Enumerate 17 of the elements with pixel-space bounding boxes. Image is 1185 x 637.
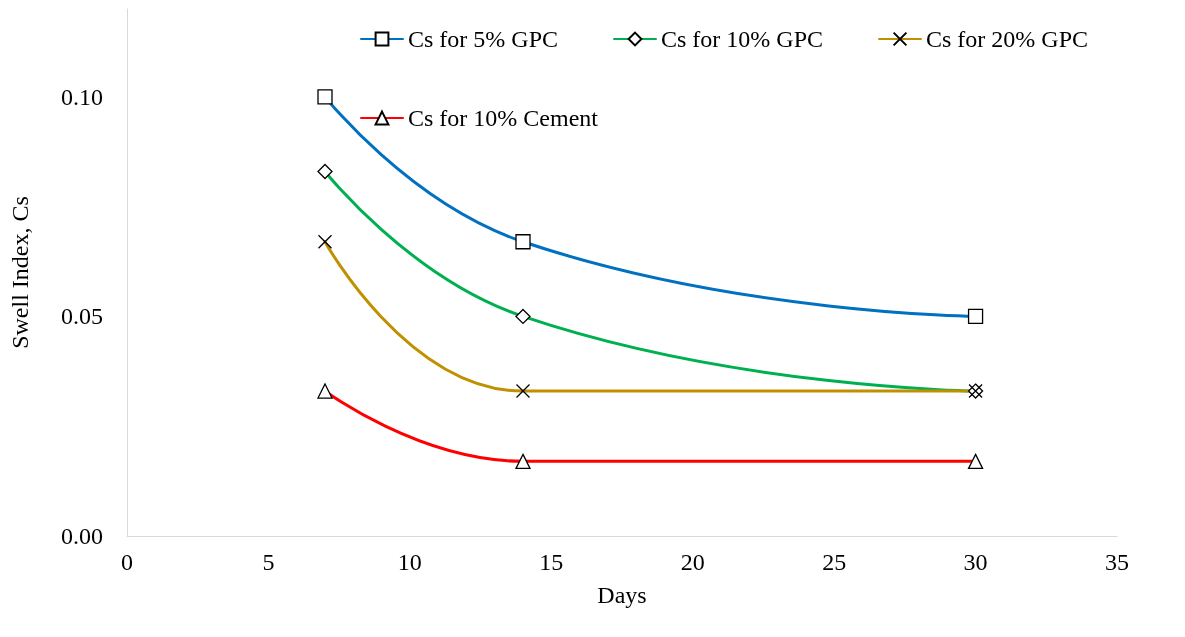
legend-label: Cs for 20% GPC bbox=[926, 26, 1089, 52]
x-tick-label: 10 bbox=[397, 549, 422, 575]
y-tick-label: 0.10 bbox=[61, 83, 103, 110]
x-tick-label: 30 bbox=[963, 549, 988, 575]
x-tick-label: 20 bbox=[680, 549, 705, 575]
x-tick-label: 25 bbox=[822, 549, 847, 575]
y-tick-label: 0.05 bbox=[61, 303, 103, 330]
x-tick-label: 0 bbox=[121, 549, 133, 575]
x-tick-label: 35 bbox=[1105, 549, 1129, 575]
y-axis-title: Swell Index, Cs bbox=[7, 196, 33, 349]
x-tick-label: 15 bbox=[539, 549, 564, 575]
x-tick-label: 5 bbox=[262, 549, 275, 575]
legend-label: Cs for 10% Cement bbox=[408, 105, 599, 131]
x-axis-title: Days bbox=[597, 582, 647, 608]
legend-label: Cs for 10% GPC bbox=[661, 26, 824, 52]
y-tick-label: 0.00 bbox=[61, 523, 103, 549]
legend-label: Cs for 5% GPC bbox=[408, 26, 559, 52]
